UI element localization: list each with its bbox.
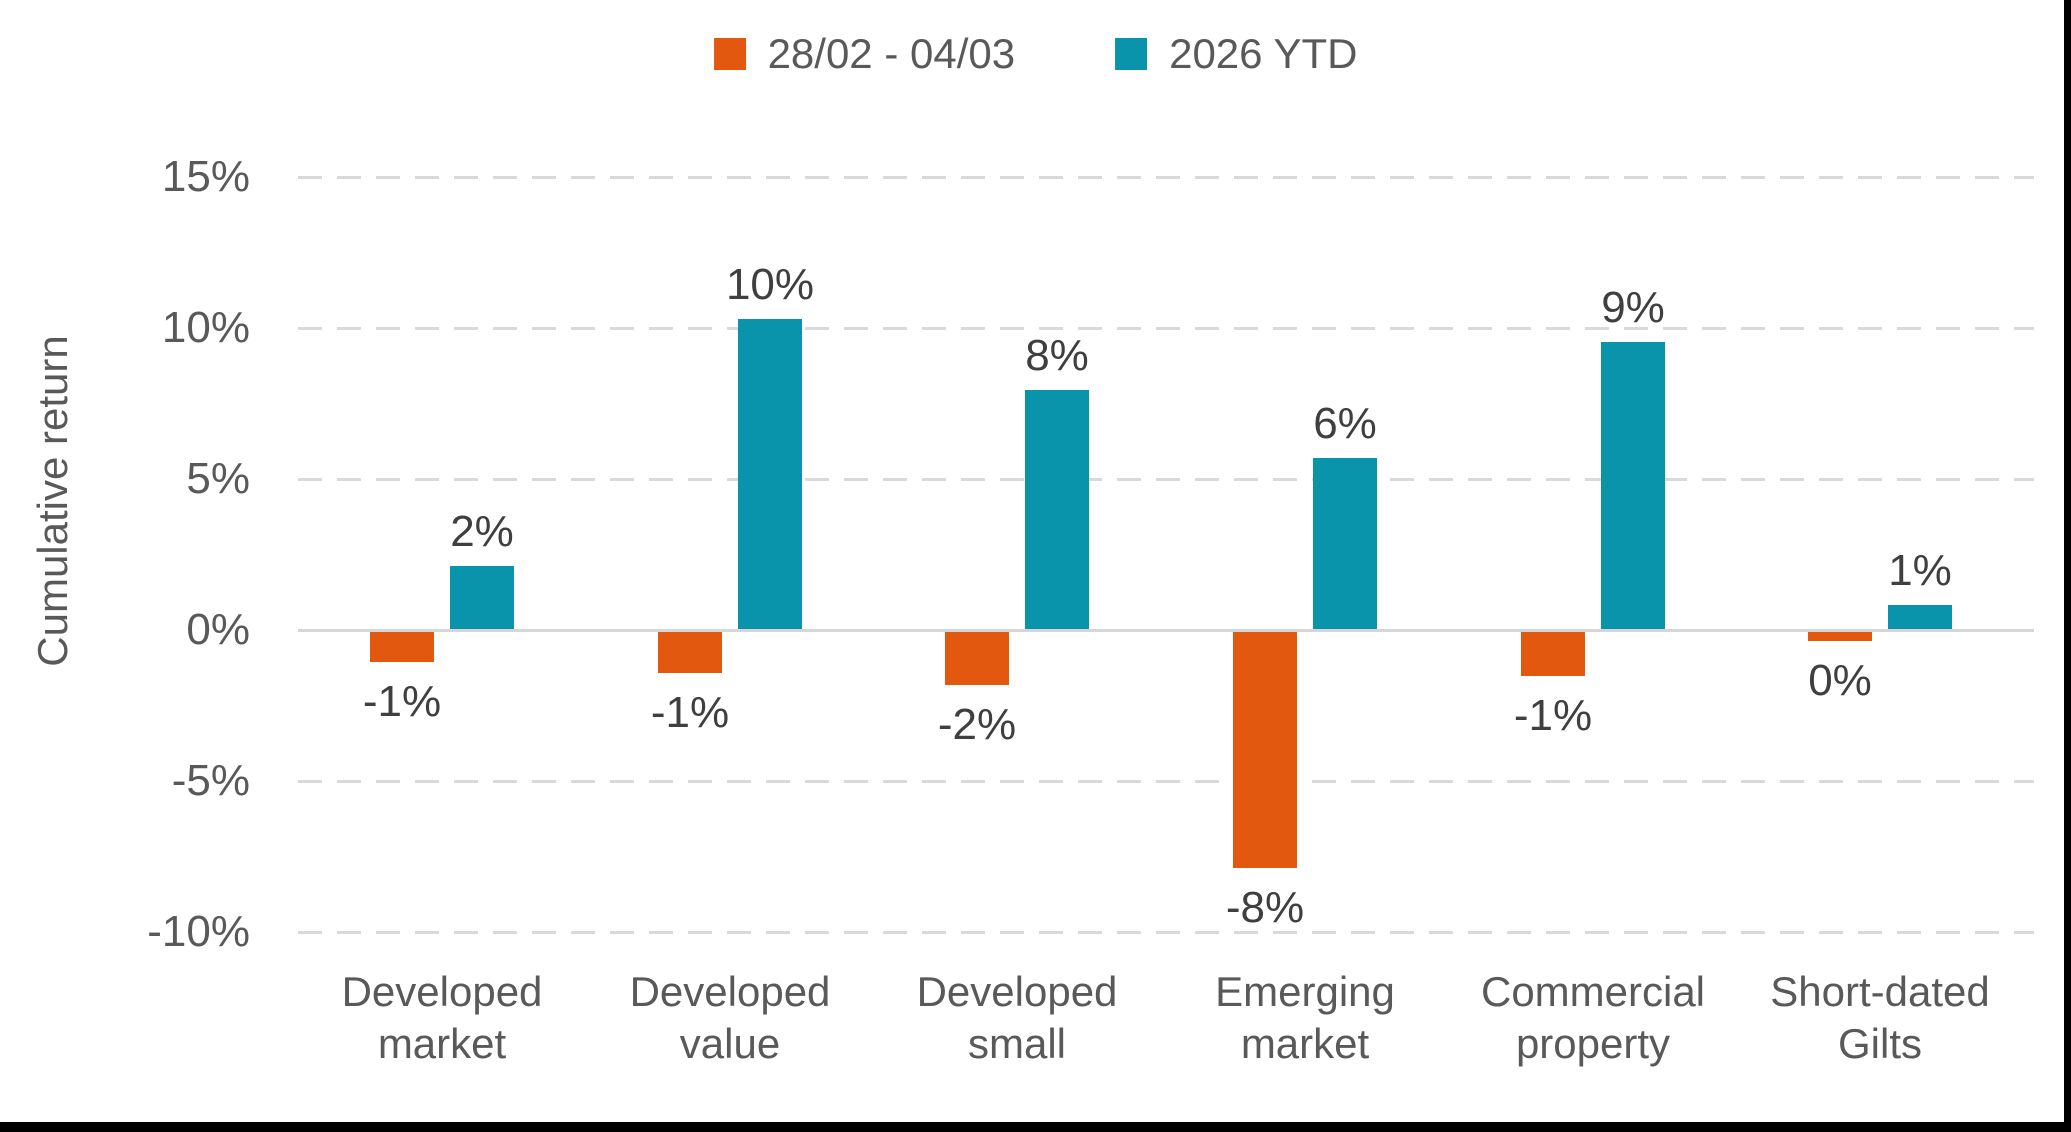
y-tick-15: 15%: [161, 152, 250, 201]
frame-border-bottom: [0, 1122, 2071, 1132]
data-label: 8%: [1025, 331, 1089, 380]
gridline-10: [298, 327, 2034, 330]
legend: 28/02 - 04/03 2026 YTD: [713, 30, 1357, 78]
bar-week: [1233, 632, 1297, 868]
bar-ytd: [1313, 458, 1377, 629]
data-label: 9%: [1601, 283, 1665, 332]
bar-ytd: [1025, 390, 1089, 629]
x-category-label: Short-dated Gilts: [1770, 968, 1990, 1067]
bar-week: [945, 632, 1009, 685]
data-label: 2%: [450, 507, 514, 556]
data-label: -8%: [1225, 883, 1305, 932]
frame-border-right: [2064, 0, 2071, 1132]
bar-ytd: [738, 319, 802, 629]
y-tick--10: -10%: [147, 907, 250, 956]
data-label: -1%: [650, 688, 730, 737]
bar-week: [1808, 632, 1872, 641]
zero-line: [298, 629, 2034, 632]
legend-item-ytd: 2026 YTD: [1115, 30, 1357, 78]
gridline--10: [298, 931, 2034, 934]
legend-swatch-orange-icon: [713, 38, 746, 70]
bar-week: [370, 632, 434, 662]
legend-swatch-teal-icon: [1115, 38, 1148, 70]
gridline-5: [298, 478, 2034, 481]
data-label: 6%: [1313, 399, 1377, 448]
y-tick-0: 0%: [186, 605, 250, 654]
gridline-15: [298, 176, 2034, 179]
bar-week: [658, 632, 722, 673]
x-category-label: Commercial property: [1480, 968, 1706, 1067]
data-label: 0%: [1808, 656, 1872, 705]
data-label: -1%: [362, 677, 442, 726]
y-tick-5: 5%: [186, 454, 250, 503]
y-tick--5: -5%: [171, 756, 250, 805]
x-category-label: Developed small: [916, 968, 1118, 1067]
data-label: -1%: [1513, 691, 1593, 740]
x-category-label: Developed market: [341, 968, 543, 1067]
legend-label-ytd: 2026 YTD: [1169, 30, 1358, 77]
legend-item-week: 28/02 - 04/03: [713, 30, 1016, 78]
bar-ytd: [1601, 342, 1665, 629]
data-label: 10%: [725, 260, 815, 309]
bar-week: [1521, 632, 1585, 676]
x-category-label: Emerging market: [1215, 968, 1395, 1067]
legend-label-week: 28/02 - 04/03: [767, 30, 1016, 77]
bar-ytd: [450, 566, 514, 629]
y-tick-10: 10%: [161, 303, 250, 352]
gridline--5: [298, 780, 2034, 783]
x-category-label: Developed value: [629, 968, 831, 1067]
bar-ytd: [1888, 605, 1952, 629]
data-label: 1%: [1888, 546, 1952, 595]
data-label: -2%: [937, 700, 1017, 749]
